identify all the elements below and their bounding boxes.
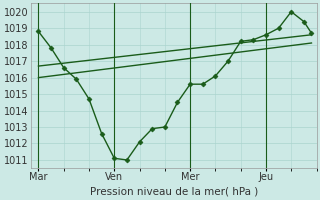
X-axis label: Pression niveau de la mer( hPa ): Pression niveau de la mer( hPa ) — [90, 187, 258, 197]
